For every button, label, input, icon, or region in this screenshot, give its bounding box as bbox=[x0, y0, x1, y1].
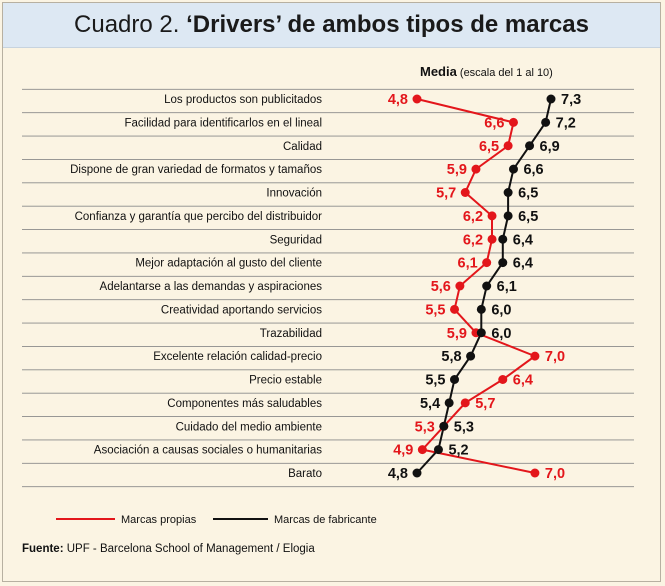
source-note: Fuente: UPF - Barcelona School of Manage… bbox=[22, 543, 315, 555]
data-label-propias: 5,3 bbox=[415, 419, 435, 435]
data-label-propias: 6,5 bbox=[479, 139, 499, 155]
data-label-propias: 5,7 bbox=[436, 186, 456, 202]
point-fabricante bbox=[466, 351, 476, 361]
point-propias bbox=[482, 258, 492, 268]
data-label-propias: 5,5 bbox=[425, 302, 445, 318]
data-label-propias: 6,4 bbox=[513, 373, 533, 389]
category-label: Creatividad aportando servicios bbox=[161, 304, 322, 316]
legend-label-fabricante: Marcas de fabricante bbox=[274, 514, 377, 526]
data-label-fabricante: 6,0 bbox=[491, 302, 511, 318]
point-propias bbox=[503, 141, 513, 151]
data-label-propias: 7,0 bbox=[545, 466, 565, 482]
axis-title: Media (escala del 1 al 10) bbox=[420, 64, 553, 79]
point-propias bbox=[460, 188, 470, 197]
point-fabricante bbox=[450, 375, 460, 384]
legend-label-propias: Marcas propias bbox=[121, 514, 197, 526]
category-label: Dispone de gran variedad de formatos y t… bbox=[70, 164, 322, 176]
data-label-propias: 6,2 bbox=[463, 209, 483, 225]
point-propias bbox=[450, 304, 460, 314]
data-label-fabricante: 6,5 bbox=[518, 209, 538, 225]
axis-title-main: Media bbox=[420, 64, 458, 79]
point-fabricante bbox=[503, 211, 513, 221]
point-fabricante bbox=[498, 234, 508, 244]
point-fabricante bbox=[439, 421, 449, 431]
data-label-fabricante: 6,0 bbox=[491, 326, 511, 342]
category-label: Adelantarse a las demandas y aspiracione… bbox=[100, 281, 323, 293]
data-label-fabricante: 4,8 bbox=[388, 466, 408, 482]
category-label: Mejor adaptación al gusto del cliente bbox=[135, 258, 322, 270]
category-label: Asociación a causas sociales o humanitar… bbox=[94, 445, 322, 457]
axis-subtitle: (escala del 1 al 10) bbox=[457, 67, 553, 79]
data-label-propias: 6,1 bbox=[458, 256, 478, 272]
point-fabricante bbox=[476, 328, 486, 338]
category-label: Seguridad bbox=[270, 234, 322, 246]
data-label-propias: 6,2 bbox=[463, 232, 483, 248]
chart-title: Cuadro 2. ‘Drivers’ de ambos tipos de ma… bbox=[3, 11, 660, 39]
point-fabricante bbox=[433, 445, 443, 455]
data-label-fabricante: 6,6 bbox=[523, 162, 543, 178]
data-label-propias: 5,9 bbox=[447, 326, 467, 342]
point-propias bbox=[471, 164, 481, 174]
title-bar: Cuadro 2. ‘Drivers’ de ambos tipos de ma… bbox=[3, 3, 660, 48]
data-label-fabricante: 5,2 bbox=[448, 443, 468, 459]
title-main: ‘Drivers’ de ambos tipos de marcas bbox=[186, 11, 589, 38]
point-propias bbox=[412, 94, 422, 104]
source-text: UPF - Barcelona School of Management / E… bbox=[66, 543, 315, 555]
point-fabricante bbox=[444, 398, 454, 408]
point-propias bbox=[487, 211, 497, 221]
point-propias bbox=[498, 375, 508, 384]
data-label-propias: 4,8 bbox=[388, 92, 408, 108]
point-propias bbox=[508, 117, 518, 127]
data-label-propias: 4,9 bbox=[393, 443, 413, 459]
source-label: Fuente: bbox=[22, 543, 64, 555]
point-propias bbox=[455, 281, 465, 291]
category-label: Excelente relación calidad-precio bbox=[153, 351, 322, 363]
category-label: Facilidad para identificarlos en el line… bbox=[124, 117, 322, 129]
data-label-fabricante: 6,5 bbox=[518, 186, 538, 202]
title-lead: Cuadro 2. bbox=[74, 11, 180, 38]
point-fabricante bbox=[508, 164, 518, 174]
point-fabricante bbox=[503, 188, 513, 197]
data-label-propias: 5,7 bbox=[475, 396, 495, 412]
category-label: Confianza y garantía que percibo del dis… bbox=[75, 211, 323, 223]
data-label-fabricante: 7,2 bbox=[556, 115, 576, 131]
point-propias bbox=[487, 234, 497, 244]
data-label-fabricante: 5,5 bbox=[425, 373, 445, 389]
point-propias bbox=[530, 351, 540, 361]
point-propias bbox=[460, 398, 470, 408]
data-label-fabricante: 7,3 bbox=[561, 92, 581, 108]
point-fabricante bbox=[482, 281, 492, 291]
point-fabricante bbox=[476, 304, 486, 314]
data-label-fabricante: 5,3 bbox=[454, 419, 474, 435]
point-fabricante bbox=[525, 141, 535, 151]
data-label-propias: 5,6 bbox=[431, 279, 451, 295]
category-label: Precio estable bbox=[249, 375, 322, 387]
point-propias bbox=[530, 468, 540, 478]
category-label: Calidad bbox=[283, 141, 322, 153]
category-label: Trazabilidad bbox=[260, 328, 322, 340]
data-label-propias: 7,0 bbox=[545, 349, 565, 365]
point-propias bbox=[417, 445, 427, 455]
category-label: Componentes más saludables bbox=[167, 398, 322, 410]
point-fabricante bbox=[546, 94, 556, 104]
category-label: Barato bbox=[288, 468, 322, 480]
data-label-propias: 6,6 bbox=[484, 115, 504, 131]
data-label-fabricante: 5,4 bbox=[420, 396, 440, 412]
point-fabricante bbox=[498, 258, 508, 268]
point-fabricante bbox=[541, 117, 551, 127]
category-label: Los productos son publicitados bbox=[164, 94, 322, 106]
data-label-fabricante: 6,4 bbox=[513, 256, 533, 272]
category-label: Cuidado del medio ambiente bbox=[176, 421, 322, 433]
data-label-fabricante: 5,8 bbox=[441, 349, 461, 365]
category-label: Innovación bbox=[266, 188, 322, 200]
point-fabricante bbox=[412, 468, 422, 478]
data-label-fabricante: 6,9 bbox=[540, 139, 560, 155]
data-label-fabricante: 6,4 bbox=[513, 232, 533, 248]
data-label-propias: 5,9 bbox=[447, 162, 467, 178]
data-label-fabricante: 6,1 bbox=[497, 279, 517, 295]
